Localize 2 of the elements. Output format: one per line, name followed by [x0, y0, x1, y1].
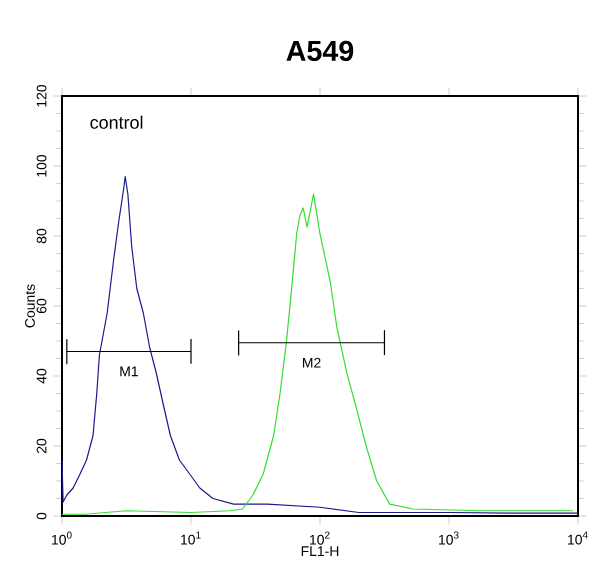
- annotation: control: [90, 115, 143, 129]
- chart-title: A549: [286, 40, 354, 61]
